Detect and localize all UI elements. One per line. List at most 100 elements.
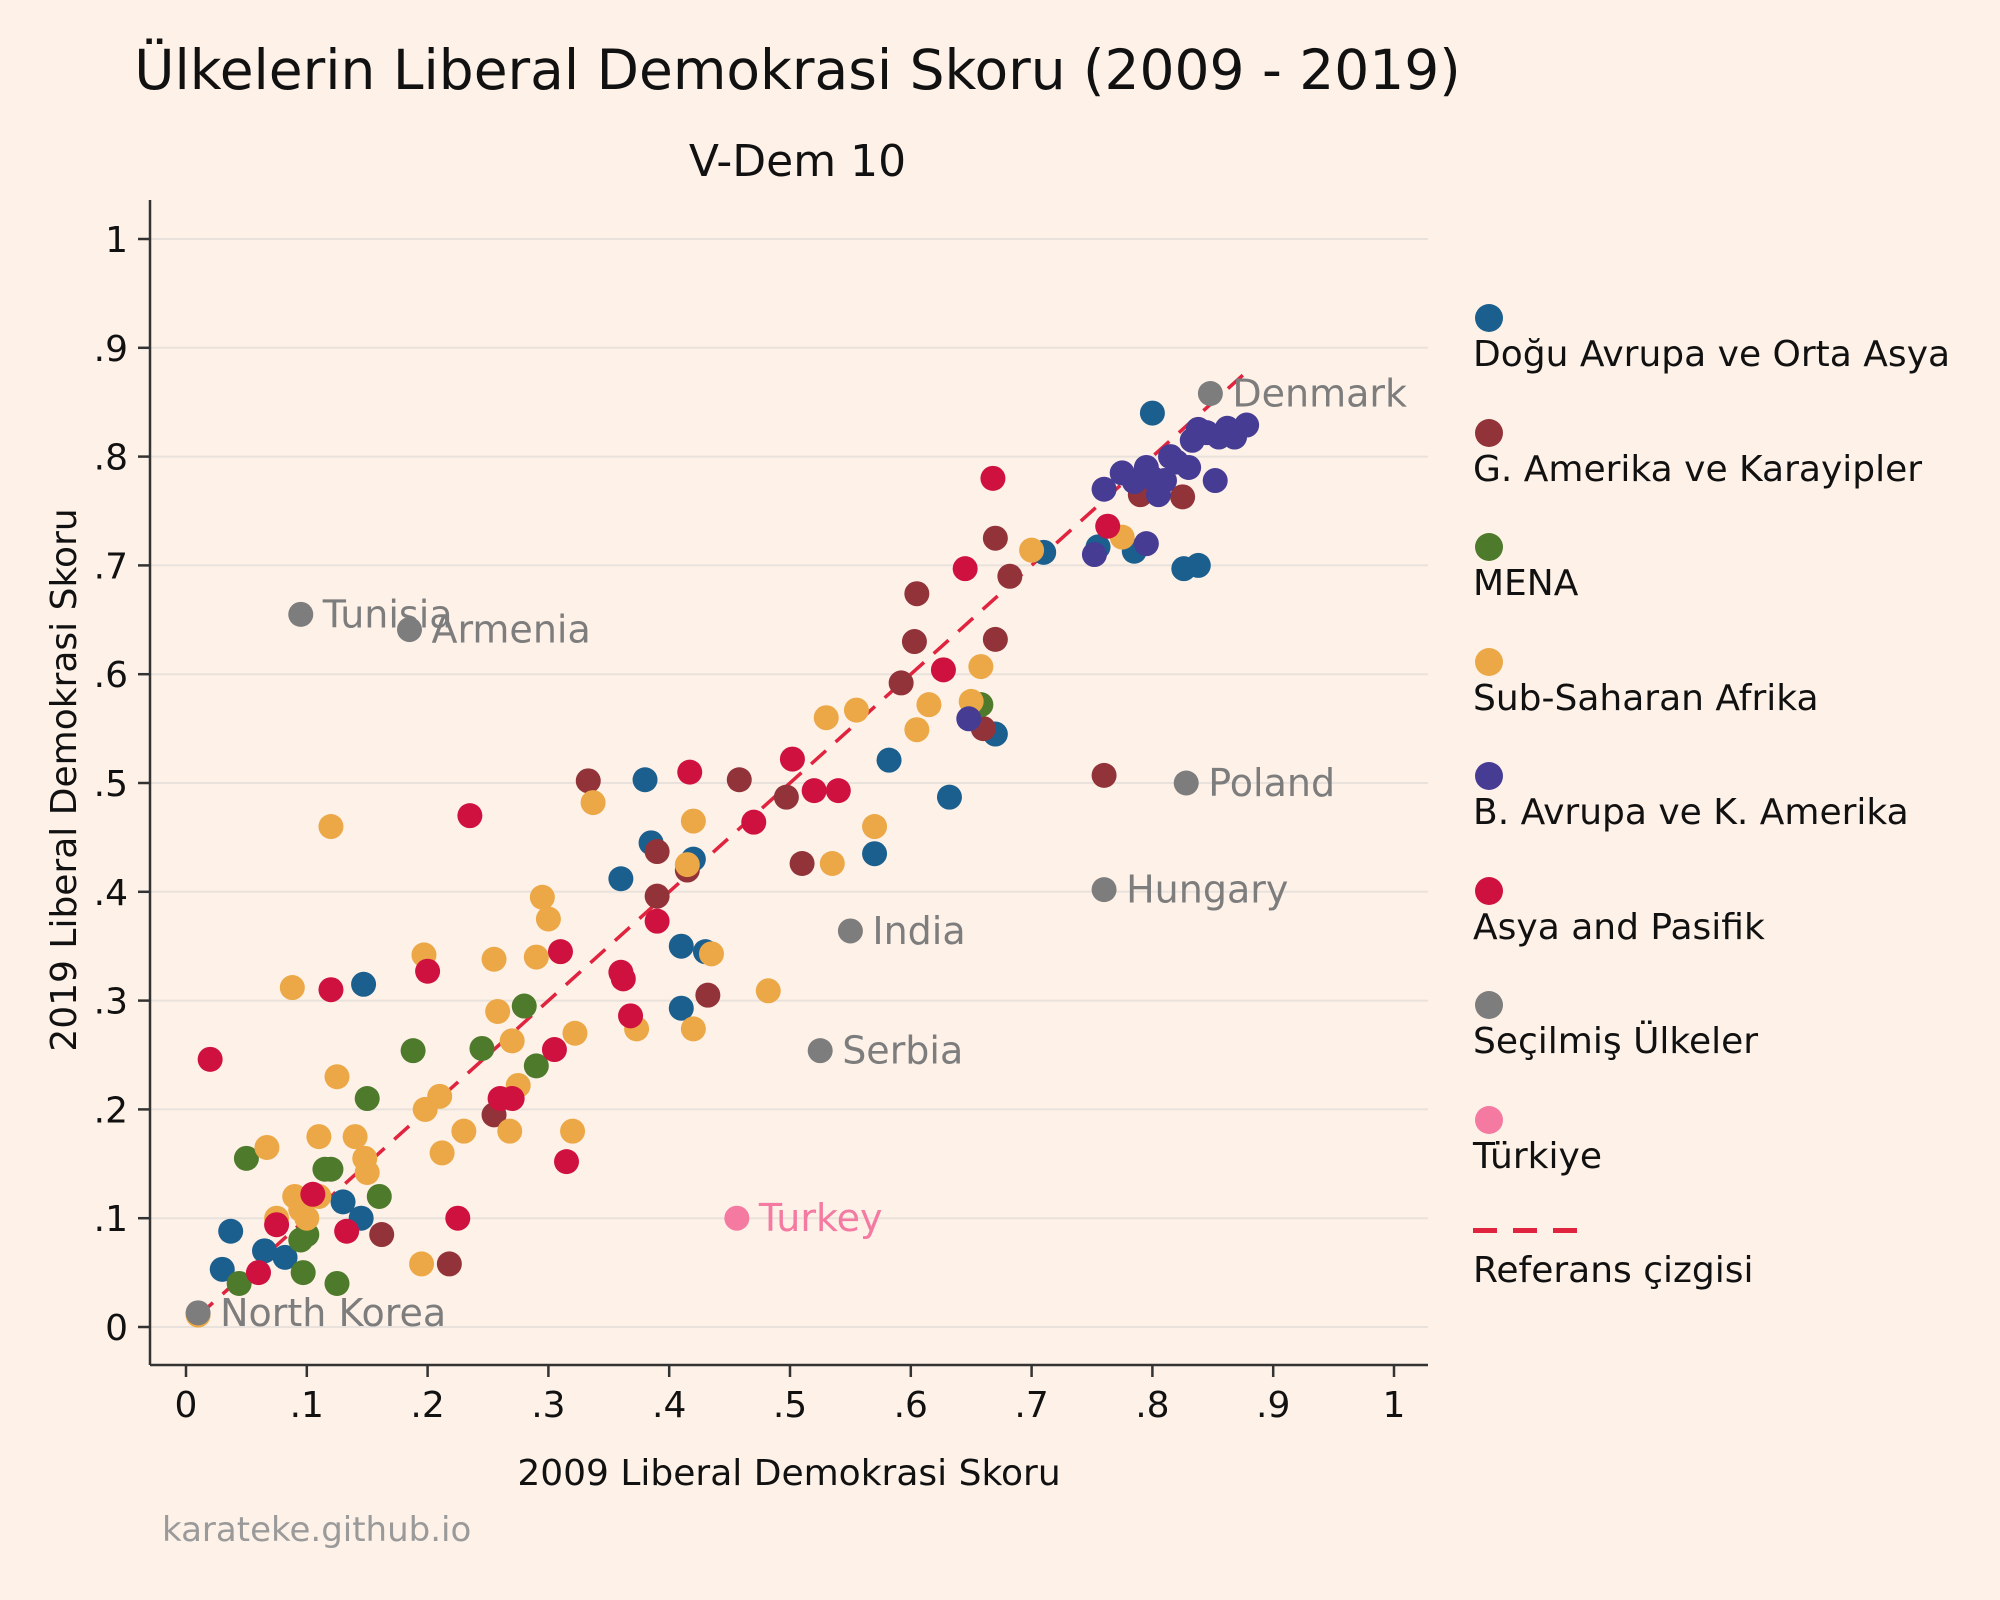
country-label: Tunisia <box>322 592 453 636</box>
data-point <box>819 851 845 877</box>
data-point <box>529 884 555 910</box>
data-point <box>427 1083 453 1109</box>
legend-label: Referans çizgisi <box>1473 1250 1754 1291</box>
data-point <box>901 629 927 655</box>
data-point <box>233 1145 259 1171</box>
data-point <box>499 1086 525 1112</box>
data-point <box>936 784 962 810</box>
data-point <box>290 1260 316 1286</box>
data-point <box>680 1016 706 1042</box>
data-point <box>272 1244 298 1270</box>
y-tick-label: .9 <box>94 329 128 370</box>
legend-label: Seçilmiş Ülkeler <box>1473 1021 1759 1062</box>
data-point <box>485 998 511 1024</box>
legend-dashed-line-swatch <box>1473 1228 1583 1234</box>
country-label: North Korea <box>220 1291 446 1335</box>
data-point <box>1091 476 1117 502</box>
legend-label: G. Amerika ve Karayipler <box>1473 448 1923 490</box>
country-label: Poland <box>1208 761 1335 805</box>
data-point <box>677 759 703 785</box>
legend-swatch <box>1475 647 1503 676</box>
data-point <box>1019 537 1045 563</box>
data-point <box>1133 531 1159 557</box>
data-point <box>511 993 537 1019</box>
legend-dash-segment <box>1473 1228 1497 1233</box>
data-point <box>541 1037 567 1063</box>
y-tick-label: 1 <box>105 220 128 261</box>
data-point <box>1091 877 1117 903</box>
data-point <box>523 944 549 970</box>
legend-swatch <box>1475 876 1503 905</box>
legend-swatch <box>1475 418 1503 447</box>
data-point <box>904 581 930 607</box>
data-point <box>610 966 636 992</box>
data-point <box>415 958 441 984</box>
legend-item-mena: MENA <box>1467 527 1987 637</box>
x-tick-label: .4 <box>652 1385 686 1426</box>
legend-item-asia: Asya and Pasifik <box>1467 871 1987 981</box>
gridlines <box>150 238 1428 1328</box>
data-point <box>916 692 942 718</box>
data-point <box>1095 513 1121 539</box>
data-point <box>876 747 902 773</box>
legend-label: Doğu Avrupa ve Orta Asya <box>1473 334 1951 375</box>
legend-label: MENA <box>1473 563 1579 604</box>
country-label: Denmark <box>1232 371 1407 415</box>
data-point <box>560 1118 586 1144</box>
y-axis-title: 2019 Liberal Demokrasi Skoru <box>44 508 85 1051</box>
data-point <box>523 1053 549 1079</box>
data-point <box>1151 468 1177 494</box>
data-point <box>245 1260 271 1286</box>
data-point <box>324 1064 350 1090</box>
data-point <box>837 918 863 944</box>
data-point <box>1081 542 1107 568</box>
data-point <box>698 941 724 967</box>
data-point <box>789 851 815 877</box>
chart-title: Ülkelerin Liberal Demokrasi Skoru (2009 … <box>134 38 1461 102</box>
data-point <box>318 814 344 840</box>
x-tick-label: .9 <box>1256 1385 1290 1426</box>
data-point <box>457 803 483 829</box>
legend-item-selected: Seçilmiş Ülkeler <box>1467 985 1987 1095</box>
axes: 0 .1 .2 .3 .4 .5 .6 .7 .8 .9 1 0 .1 .2 .3 .4 .5 .6 .7 .8 .9 1 <box>94 200 1428 1426</box>
y-tick-label: .3 <box>94 982 128 1023</box>
data-point <box>369 1222 395 1248</box>
data-point <box>695 982 721 1008</box>
data-point <box>980 465 1006 491</box>
data-point <box>580 790 606 816</box>
data-point <box>279 975 305 1001</box>
data-point <box>294 1205 320 1231</box>
data-point <box>618 1003 644 1029</box>
legend-item-turkiye: Türkiye <box>1467 1100 1987 1210</box>
data-point <box>436 1251 462 1277</box>
legend-swatch <box>1475 991 1503 1019</box>
data-point <box>930 657 956 683</box>
data-point <box>843 697 869 723</box>
data-point <box>554 1149 580 1175</box>
data-point <box>288 601 314 627</box>
data-point <box>807 1038 833 1064</box>
data-point <box>354 1086 380 1112</box>
data-point <box>1170 484 1196 510</box>
data-point <box>644 839 670 865</box>
data-point <box>1202 468 1228 494</box>
data-point <box>982 626 1008 652</box>
data-point <box>254 1134 280 1160</box>
data-point <box>1139 400 1165 426</box>
data-point <box>209 1256 235 1282</box>
legend-item-latin_america: G. Amerika ve Karayipler <box>1467 413 1987 523</box>
data-point <box>952 556 978 582</box>
legend-swatch <box>1475 533 1503 561</box>
country-label: Serbia <box>842 1029 963 1073</box>
footer-credit: karateke.github.io <box>162 1510 472 1550</box>
chart-subtitle: V-Dem 10 <box>688 136 907 187</box>
data-point <box>724 1205 750 1231</box>
x-tick-label: 1 <box>1383 1385 1406 1426</box>
legend-label: B. Avrupa ve K. Amerika <box>1473 792 1909 833</box>
x-tick-label: .2 <box>410 1385 444 1426</box>
data-point <box>888 670 914 696</box>
data-point <box>968 654 994 680</box>
x-tick-label: .5 <box>773 1385 807 1426</box>
y-tick-label: .2 <box>94 1090 128 1131</box>
